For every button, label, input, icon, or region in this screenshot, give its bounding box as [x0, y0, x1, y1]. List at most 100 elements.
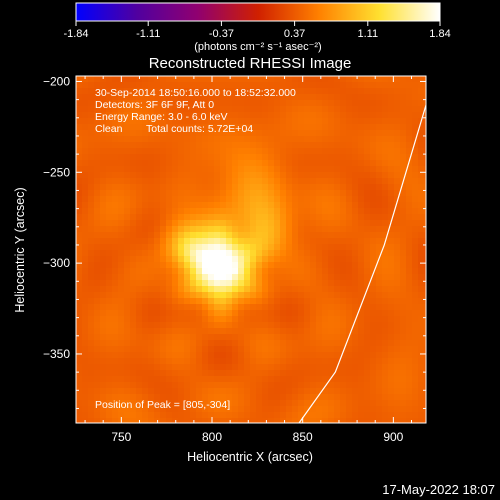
heatmap-cell	[328, 322, 335, 329]
heatmap-cell	[124, 184, 131, 191]
heatmap-cell	[166, 112, 173, 119]
heatmap-cell	[370, 118, 377, 125]
heatmap-cell	[352, 298, 359, 305]
heatmap-cell	[244, 166, 251, 173]
heatmap-cell	[310, 148, 317, 155]
heatmap-cell	[148, 316, 155, 323]
heatmap-cell	[334, 268, 341, 275]
heatmap-cell	[334, 388, 341, 395]
heatmap-cell	[208, 124, 215, 131]
heatmap-cell	[316, 190, 323, 197]
heatmap-cell	[400, 184, 407, 191]
heatmap-cell	[232, 382, 239, 389]
heatmap-cell	[148, 358, 155, 365]
heatmap-cell	[214, 364, 221, 371]
heatmap-cell	[394, 310, 401, 317]
heatmap-cell	[358, 112, 365, 119]
heatmap-cell	[136, 124, 143, 131]
heatmap-cell	[400, 226, 407, 233]
heatmap-cell	[304, 334, 311, 341]
heatmap-cell	[388, 136, 395, 143]
heatmap-cell	[154, 232, 161, 239]
heatmap-cell	[214, 196, 221, 203]
heatmap-cell	[286, 238, 293, 245]
heatmap-cell	[334, 418, 341, 423]
heatmap-cell	[424, 406, 426, 413]
heatmap-cell	[412, 148, 419, 155]
heatmap-cell	[244, 292, 251, 299]
heatmap-cell	[166, 370, 173, 377]
heatmap-cell	[220, 112, 227, 119]
heatmap-cell	[118, 256, 125, 263]
heatmap-cell	[118, 286, 125, 293]
heatmap-cell	[118, 208, 125, 215]
heatmap-cell	[352, 400, 359, 407]
heatmap-cell	[124, 328, 131, 335]
heatmap-cell	[382, 334, 389, 341]
heatmap-cell	[130, 208, 137, 215]
heatmap-cell	[370, 76, 377, 83]
heatmap-cell	[214, 412, 221, 419]
heatmap-cell	[412, 274, 419, 281]
heatmap-cell	[388, 280, 395, 287]
heatmap-cell	[142, 406, 149, 413]
heatmap-cell	[208, 226, 215, 233]
heatmap-cell	[208, 178, 215, 185]
heatmap-cell	[142, 382, 149, 389]
heatmap-cell	[88, 142, 95, 149]
heatmap-cell	[292, 256, 299, 263]
heatmap-cell	[226, 346, 233, 353]
heatmap-cell	[88, 310, 95, 317]
heatmap-cell	[280, 340, 287, 347]
heatmap-cell	[262, 418, 269, 423]
heatmap-cell	[418, 190, 425, 197]
heatmap-cell	[106, 340, 113, 347]
heatmap-cell	[148, 286, 155, 293]
heatmap-cell	[268, 412, 275, 419]
heatmap-cell	[280, 136, 287, 143]
heatmap-cell	[262, 358, 269, 365]
heatmap-cell	[88, 250, 95, 257]
heatmap-cell	[214, 292, 221, 299]
heatmap-cell	[286, 226, 293, 233]
heatmap-cell	[262, 100, 269, 107]
heatmap-cell	[274, 130, 281, 137]
heatmap-cell	[232, 106, 239, 113]
heatmap-cell	[94, 418, 101, 423]
heatmap-cell	[280, 82, 287, 89]
heatmap-cell	[370, 268, 377, 275]
heatmap-cell	[322, 184, 329, 191]
heatmap-cell	[118, 394, 125, 401]
heatmap-cell	[118, 178, 125, 185]
heatmap-cell	[418, 226, 425, 233]
heatmap-cell	[298, 82, 305, 89]
heatmap-cell	[268, 394, 275, 401]
heatmap-cell	[226, 340, 233, 347]
heatmap-cell	[166, 172, 173, 179]
heatmap-cell	[142, 328, 149, 335]
heatmap-cell	[244, 352, 251, 359]
heatmap-cell	[376, 148, 383, 155]
heatmap-cell	[304, 346, 311, 353]
heatmap-cell	[340, 352, 347, 359]
heatmap-cell	[358, 304, 365, 311]
heatmap-cell	[256, 256, 263, 263]
heatmap-cell	[202, 286, 209, 293]
heatmap-cell	[160, 106, 167, 113]
heatmap-cell	[178, 376, 185, 383]
heatmap-cell	[88, 88, 95, 95]
heatmap-cell	[112, 124, 119, 131]
heatmap-cell	[286, 112, 293, 119]
heatmap-cell	[106, 262, 113, 269]
heatmap-cell	[388, 352, 395, 359]
heatmap-cell	[268, 292, 275, 299]
heatmap-cell	[274, 286, 281, 293]
heatmap-cell	[148, 166, 155, 173]
heatmap-cell	[190, 328, 197, 335]
heatmap-cell	[280, 160, 287, 167]
heatmap-cell	[382, 304, 389, 311]
heatmap-cell	[136, 346, 143, 353]
heatmap-cell	[172, 82, 179, 89]
heatmap-cell	[316, 370, 323, 377]
heatmap-cell	[250, 334, 257, 341]
